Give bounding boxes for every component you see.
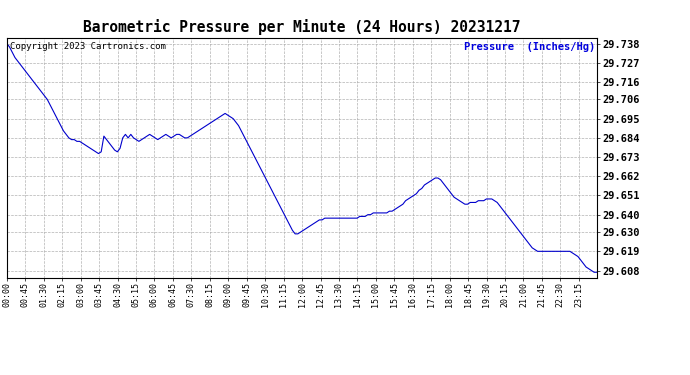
Text: Copyright 2023 Cartronics.com: Copyright 2023 Cartronics.com xyxy=(10,42,166,51)
Text: Pressure  (Inches/Hg): Pressure (Inches/Hg) xyxy=(464,42,595,52)
Title: Barometric Pressure per Minute (24 Hours) 20231217: Barometric Pressure per Minute (24 Hours… xyxy=(83,19,521,35)
